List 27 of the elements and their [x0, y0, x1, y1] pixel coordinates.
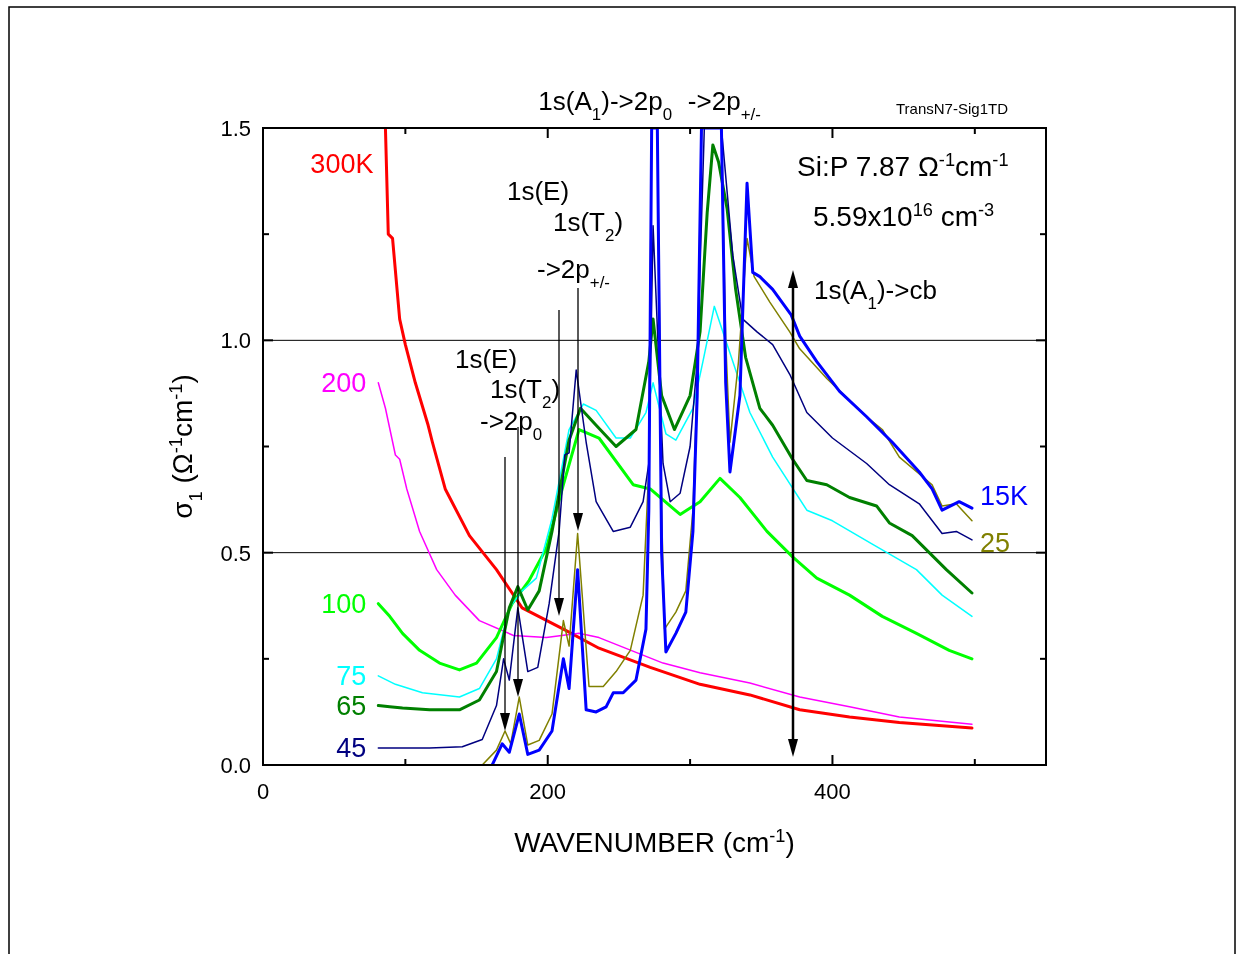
annotation: ->2p$_{+/-}$ [687, 86, 761, 124]
annotation: 1s(A$_{1}$)->cb [814, 275, 937, 313]
series-label: 45 [336, 733, 367, 764]
series-label: 100 [321, 588, 367, 619]
y-tick-label: 0.0 [220, 753, 251, 778]
text: TransN7-Sig1TD [896, 100, 1009, 117]
annotation: 5.59x10$^{16}$ cm$^{-3}$ [813, 200, 995, 232]
y-tick-label: 1.0 [220, 328, 251, 354]
series-label: 25 [979, 527, 1011, 558]
annotation: 1s(A$_{1}$)->2p$_{0}$ [538, 86, 673, 124]
series-label: 65 [336, 690, 367, 721]
x-tick-label: 400 [814, 779, 851, 804]
annotation: 1s(T$_{2}$) [553, 207, 624, 245]
y-tick-label: 0.5 [220, 540, 251, 566]
x-tick-label: 0 [256, 779, 270, 804]
annotation: Si:P 7.87 Ω$^{-1}$cm$^{-1}$ [797, 150, 1009, 182]
series-label: 300K [310, 149, 374, 179]
annotation: ->2p$_{+/-}$ [537, 254, 610, 292]
series-label: 75 [336, 660, 367, 691]
series-label: 200 [321, 367, 367, 398]
annotation: ->2p$_{0}$ [480, 406, 543, 444]
x-tick-label: 200 [529, 779, 567, 804]
x-axis-title: WAVENUMBER (cm$^{-1}$) [514, 826, 795, 858]
series-label: 15K [979, 481, 1029, 512]
y-tick-label: 1.5 [220, 116, 251, 141]
annotation: 1s(E) [507, 176, 570, 206]
annotation: 1s(E) [455, 344, 518, 374]
